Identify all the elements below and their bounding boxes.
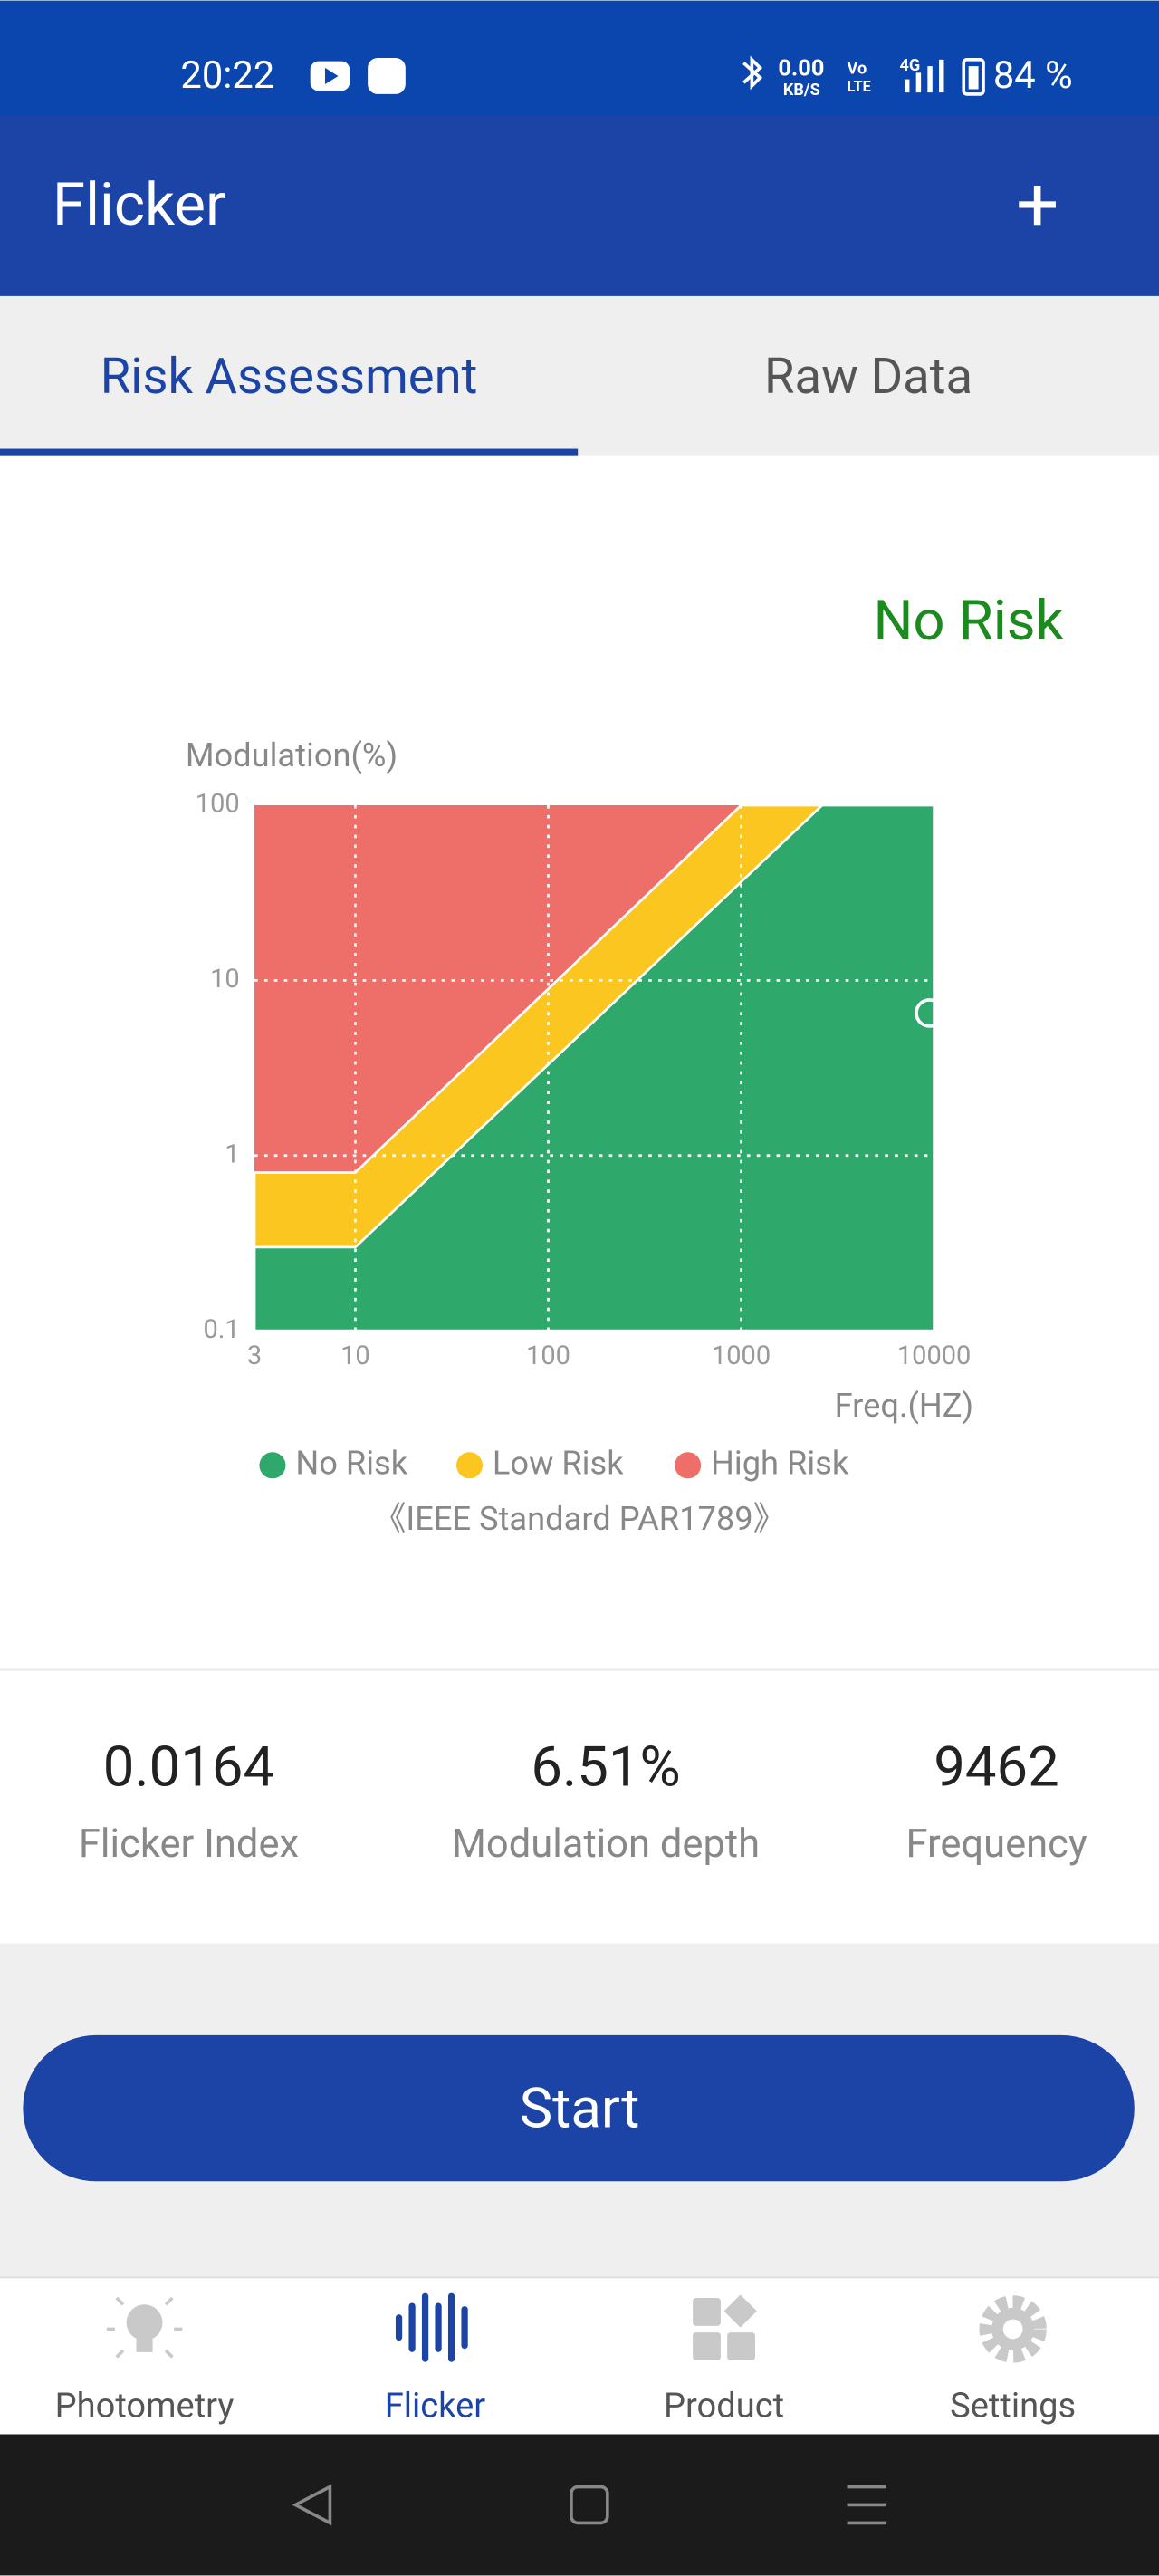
y-tick-label: 10 xyxy=(210,964,240,995)
metric-name: Frequency xyxy=(905,1821,1087,1867)
x-tick-label: 100 xyxy=(526,1341,570,1371)
battery: 84 % xyxy=(993,53,1073,98)
speed-unit: KB/S xyxy=(783,81,820,100)
nav-label[interactable]: Settings xyxy=(950,2387,1076,2427)
nav-label[interactable]: Product xyxy=(664,2387,784,2427)
nav-label[interactable]: Flicker xyxy=(385,2387,486,2427)
metrics: 0.0164 Flicker Index 6.51% Modulation depth… xyxy=(79,1735,1087,1867)
speed: 0.00 xyxy=(778,54,824,82)
flicker-icon[interactable] xyxy=(395,2292,468,2362)
tab[interactable]: Raw Data xyxy=(764,349,972,406)
settings-icon[interactable] xyxy=(979,2295,1047,2363)
metric-value: 6.51% xyxy=(531,1735,680,1800)
metric-value: 9462 xyxy=(934,1735,1059,1800)
legend-swatch xyxy=(259,1452,286,1479)
risk-region xyxy=(254,804,934,1331)
divider xyxy=(0,1668,1159,1671)
metric-value: 0.0164 xyxy=(103,1735,274,1800)
signal-icon xyxy=(904,59,944,93)
risk-result: No Risk xyxy=(873,589,1064,654)
menu-button[interactable] xyxy=(847,2485,887,2525)
x-tick-label: 1000 xyxy=(712,1341,771,1371)
start-button[interactable] xyxy=(23,2034,1135,2182)
back-button[interactable] xyxy=(292,2484,332,2526)
y-axis-label: Modulation(%) xyxy=(186,735,398,774)
standard-note: 《IEEE Standard PAR1789》 xyxy=(373,1499,786,1538)
x-tick-label: 10 xyxy=(340,1341,370,1371)
tab-indicator xyxy=(0,448,579,456)
home-button[interactable] xyxy=(570,2485,609,2525)
photometry-icon[interactable] xyxy=(106,2296,183,2359)
legend-label: High Risk xyxy=(711,1443,849,1482)
y-tick-label: 100 xyxy=(196,789,240,820)
app-title: Flicker xyxy=(53,169,225,239)
y-tick-label: 0.1 xyxy=(203,1314,239,1345)
x-tick-label: 10000 xyxy=(897,1341,971,1371)
tab-bar xyxy=(0,295,1159,456)
metric-name: Modulation depth xyxy=(452,1821,760,1867)
bottom-nav xyxy=(0,2276,1159,2435)
legend-label: No Risk xyxy=(295,1443,407,1482)
legend: No Risk Low Risk High Risk xyxy=(259,1443,849,1482)
x-axis-label: Freq.(HZ) xyxy=(835,1386,974,1425)
volte-lte: LTE xyxy=(848,78,871,95)
start-label[interactable]: Start xyxy=(520,2076,640,2141)
nav-label[interactable]: Photometry xyxy=(55,2387,235,2427)
legend-swatch xyxy=(675,1452,702,1479)
battery-icon xyxy=(962,58,985,96)
plot xyxy=(254,804,934,1331)
legend-swatch xyxy=(456,1452,484,1479)
app-icon xyxy=(368,58,406,94)
status-bar xyxy=(0,0,1159,116)
legend-label: Low Risk xyxy=(493,1443,624,1482)
add-button[interactable]: + xyxy=(1016,162,1058,250)
system-nav xyxy=(0,2434,1159,2576)
network-type: 4G xyxy=(900,56,921,75)
measurement-point xyxy=(915,998,944,1028)
time: 20:22 xyxy=(180,53,274,98)
y-tick-label: 1 xyxy=(225,1139,239,1169)
axes: 3 10 100 1000 10000 0.1 1 10 100 xyxy=(196,789,972,1371)
volte: Vo xyxy=(848,60,867,79)
bluetooth-icon xyxy=(742,55,763,91)
tab[interactable]: Risk Assessment xyxy=(101,349,478,406)
product-icon[interactable] xyxy=(693,2294,757,2360)
metric-name: Flicker Index xyxy=(79,1821,299,1867)
x-tick-label: 3 xyxy=(247,1341,262,1371)
app-bar xyxy=(0,115,1159,296)
